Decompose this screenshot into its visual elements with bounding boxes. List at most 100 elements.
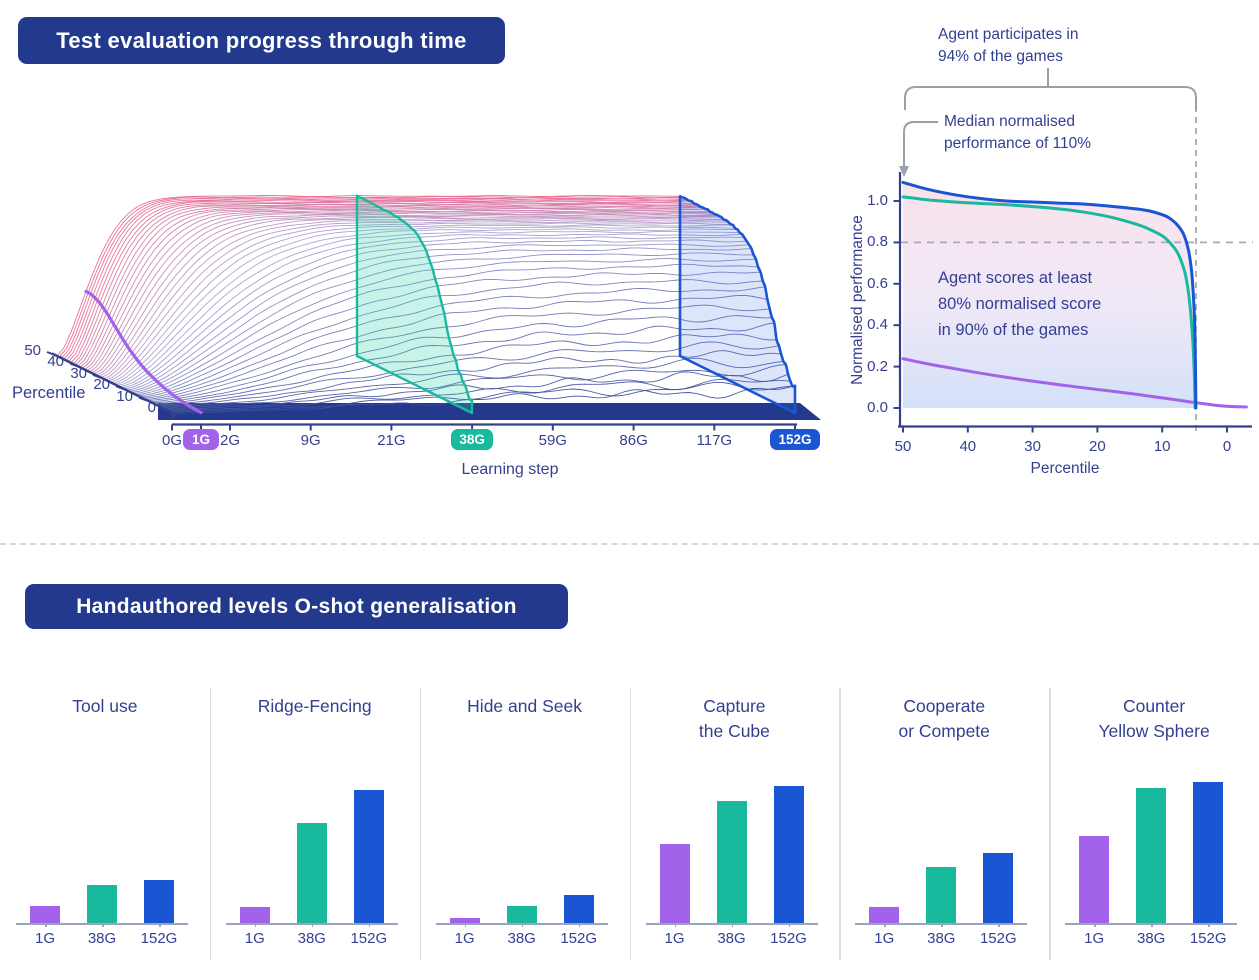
ridgeline-percentile-line <box>153 333 777 405</box>
right-x-tick-label: 40 <box>959 438 977 455</box>
ridgeline-percentile-line <box>144 294 768 400</box>
panel-x-tick-label: 38G <box>507 930 536 947</box>
bar-1g <box>30 905 60 923</box>
panel-x-tick-label: 38G <box>717 930 746 947</box>
panel-x-tick-label: 1G <box>664 930 685 947</box>
ridgeline-percentile-line <box>137 271 761 397</box>
bar-chart-panel: Tool use 1G 38G 152G <box>0 680 210 972</box>
right-y-tick-label: 0.4 <box>867 316 888 334</box>
bar-1g <box>239 907 270 923</box>
right-x-tick-label: 50 <box>894 438 912 455</box>
ridgeline-percentile-line <box>86 210 710 372</box>
panel-title: Capture the Cube <box>698 696 770 741</box>
panel-x-tick-label: 1G <box>1084 930 1105 947</box>
ridgeline-percentile-line <box>88 211 713 373</box>
bar-chart-panel: Hide and Seek 1G 38G 152G <box>420 680 630 972</box>
area-fill <box>903 182 1196 408</box>
participation-bracket <box>904 86 1197 110</box>
bar-1g <box>1079 836 1110 923</box>
ridgeline-percentile-line <box>172 385 796 414</box>
panel-title: Cooperate or Compete <box>898 696 990 741</box>
bar-38g <box>87 885 117 923</box>
panel-x-tick-label: 38G <box>297 930 326 947</box>
bar-152g <box>983 853 1014 923</box>
slice-1g <box>84 289 203 415</box>
ridgeline-percentile-line <box>135 263 759 396</box>
ridgeline-percentile-line <box>142 286 766 399</box>
ridgeline-percentile-line <box>162 364 786 409</box>
bar-chart-panel: Cooperate or Compete 1G 38G 152G <box>839 680 1049 972</box>
ridgeline-percentile-line <box>130 252 754 393</box>
panel-x-tick-label: 38G <box>927 930 956 947</box>
panel-x-tick <box>45 923 47 927</box>
panel-x-tick <box>731 923 733 927</box>
percentile-tick <box>115 385 125 391</box>
right-x-tick-label: 0 <box>1222 438 1232 455</box>
ridgeline-percentile-line <box>56 195 681 357</box>
panel-divider <box>839 688 841 960</box>
bar-152g <box>144 879 174 923</box>
right-x-tick-label: 10 <box>1153 438 1171 455</box>
ridgeline-percentile-line <box>160 357 784 408</box>
ridgeline-percentile-line <box>155 341 779 406</box>
panel-x-tick-label: 1G <box>454 930 475 947</box>
panel-x-tick <box>102 923 104 927</box>
annotation-scores: Agent scores at least 80% normalised sco… <box>938 269 1102 339</box>
ridgeline-percentile-line <box>75 204 699 366</box>
bar-1g <box>449 917 480 923</box>
bottom-section-title: Handauthored levels O-shot generalisatio… <box>25 584 568 629</box>
bar-38g <box>716 801 747 923</box>
percentile-tick-label: 50 <box>24 342 41 359</box>
ridgeline-percentile-line <box>79 206 703 368</box>
panel-title: Counter Yellow Sphere <box>1098 696 1210 741</box>
panel-x-tick-label: 152G <box>560 930 598 947</box>
panel-x-tick <box>998 923 1000 927</box>
learning-step-highlight-badge: 38G <box>451 429 494 450</box>
percentile-tick-label: 30 <box>70 364 87 382</box>
ridgeline-percentile-line <box>105 221 729 381</box>
ridgeline-percentile-line <box>167 378 791 412</box>
percentile-tick-label: 0 <box>147 399 156 416</box>
ridgeline-percentile-line <box>158 350 782 407</box>
ridgeline-percentile-line <box>91 212 715 374</box>
panel-title: Hide and Seek <box>467 696 582 716</box>
learning-step-tick-label: 86G <box>619 432 648 449</box>
learning-step-tick-label: 9G <box>300 432 321 449</box>
bar-152g <box>353 789 384 923</box>
bar-38g <box>296 822 327 923</box>
panel-x-tick-label: 152G <box>350 930 388 947</box>
right-y-tick-label: 0.0 <box>867 399 888 416</box>
panel-x-tick <box>1208 923 1210 927</box>
learning-step-highlight-badge: 152G <box>770 429 820 450</box>
ridgeline-percentile-line <box>95 215 720 376</box>
panel-x-tick <box>368 923 371 927</box>
percentile-depth-axis-label: Percentile <box>12 384 86 402</box>
panel-x-tick <box>311 923 314 927</box>
panel-x-tick <box>674 923 676 927</box>
bar-152g <box>563 895 594 923</box>
learning-step-tick-label: 117G <box>696 432 733 449</box>
panel-x-tick <box>254 923 257 927</box>
panel-x-tick <box>788 923 790 927</box>
ridgeline-percentile-line <box>72 203 697 365</box>
ridgeline-percentile-line <box>109 224 733 383</box>
panel-title: Ridge-Fencing <box>257 696 372 716</box>
learning-step-axis-label: Learning step <box>461 461 559 478</box>
charts-canvas <box>46 68 1253 435</box>
ridgeline-percentile-line <box>82 207 706 369</box>
bar-chart-panel: Counter Yellow Sphere 1G 38G 152G <box>1049 680 1259 972</box>
panel-divider <box>629 688 631 960</box>
percentile-tick <box>69 362 79 368</box>
bar-152g <box>773 785 804 923</box>
ridgeline-percentile-line <box>61 197 685 359</box>
percentile-tick <box>92 373 102 379</box>
panel-x-tick-label: 1G <box>34 930 55 947</box>
ridgeline-percentile-line <box>63 198 687 360</box>
percentile-axis-label: Percentile <box>1030 460 1100 477</box>
top-section-title: Test evaluation progress through time <box>18 17 505 64</box>
curve-38g <box>901 195 1197 410</box>
ridgeline-percentile-line <box>107 222 731 382</box>
percentile-tick-label: 20 <box>93 376 110 394</box>
panel-title: Tool use <box>72 696 138 716</box>
ridgeline-percentile-line <box>102 219 727 380</box>
